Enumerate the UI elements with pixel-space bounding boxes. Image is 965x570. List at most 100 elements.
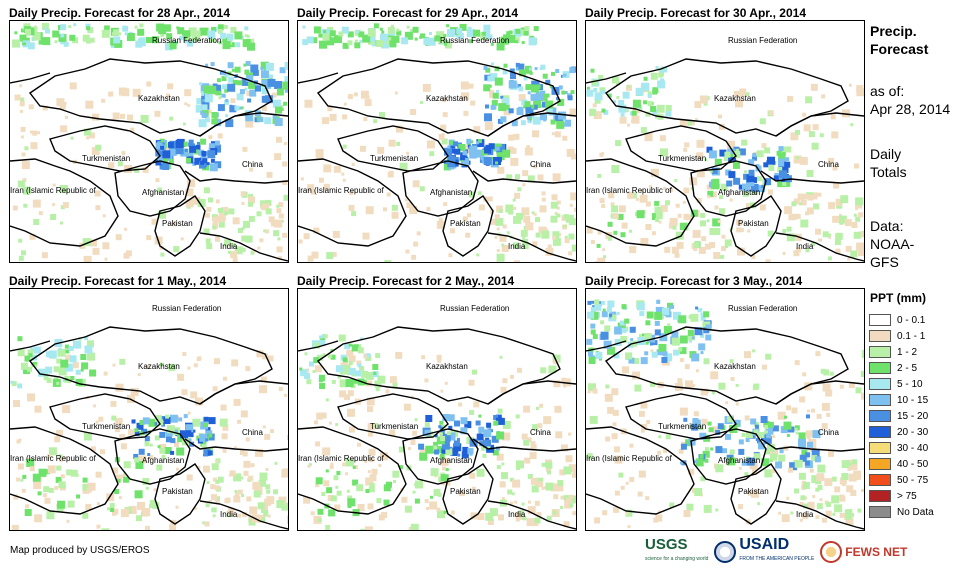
precip-cell (508, 134, 515, 141)
precip-cell (496, 431, 505, 440)
precip-cell (607, 93, 612, 98)
precip-cell (45, 469, 50, 475)
precip-cell (234, 105, 240, 111)
precip-cell (477, 513, 485, 520)
precip-cell (560, 74, 564, 78)
precip-cell (841, 473, 849, 480)
precip-cell (800, 219, 809, 228)
precip-cell (228, 208, 235, 215)
precip-cell (184, 148, 188, 152)
precip-cell (619, 116, 627, 124)
precip-cell (416, 231, 421, 236)
precip-cell (718, 123, 725, 130)
country-label-pakistan: Pakistan (162, 487, 193, 496)
precip-cell (401, 37, 409, 45)
precip-cell (211, 27, 216, 32)
legend-swatch (869, 490, 891, 502)
precip-cell (33, 481, 42, 489)
precip-cell (348, 367, 356, 375)
precip-cell (73, 23, 77, 27)
precip-cell (709, 169, 713, 173)
precip-cell (568, 432, 572, 436)
precip-cell (306, 379, 312, 385)
precip-cell (69, 34, 76, 41)
precip-cell (361, 370, 369, 378)
precip-cell (227, 243, 231, 247)
precip-cell (172, 522, 176, 526)
precip-cell (785, 146, 792, 153)
precip-cell (781, 514, 790, 523)
precip-cell (159, 431, 166, 438)
precip-cell (613, 506, 619, 513)
precip-cell (522, 235, 526, 239)
precip-cell (307, 255, 314, 262)
precip-cell (593, 88, 598, 92)
precip-cell (545, 100, 554, 109)
precip-cell (658, 435, 662, 439)
precip-cell (321, 492, 326, 496)
precip-cell (144, 441, 150, 447)
precip-cell (745, 92, 750, 97)
precip-cell (389, 429, 396, 436)
precip-cell (709, 228, 717, 235)
precip-cell (434, 449, 440, 455)
precip-cell (106, 493, 115, 502)
precip-cell (599, 198, 605, 204)
precip-cell (160, 145, 165, 150)
precip-cell (240, 410, 248, 418)
precip-cell (545, 79, 551, 85)
precip-cell (317, 518, 322, 523)
precip-cell (440, 474, 449, 483)
precip-cell (684, 364, 690, 370)
country-border (442, 463, 494, 525)
precip-cell (138, 455, 147, 464)
precip-cell (224, 73, 229, 78)
country-label-china: China (530, 160, 551, 169)
as-of-date: as of: Apr 28, 2014 (870, 82, 950, 118)
precip-cell (347, 498, 356, 507)
precip-cell (224, 498, 230, 504)
precip-cell (164, 447, 172, 454)
precip-cell (487, 196, 493, 202)
precip-cell (564, 91, 568, 94)
precip-cell (260, 66, 264, 70)
precip-cell (188, 152, 194, 158)
precip-cell (146, 235, 152, 241)
precip-cell (144, 436, 150, 442)
precip-cell (598, 75, 604, 80)
precip-cell (510, 374, 514, 379)
precip-cell (839, 384, 844, 389)
precip-cell (345, 379, 354, 387)
precip-cell (520, 229, 528, 237)
precip-cell (538, 226, 546, 234)
precip-cell (32, 26, 38, 32)
precip-cell (258, 479, 266, 487)
precip-cell (33, 219, 40, 225)
precip-cell (18, 255, 24, 261)
precip-cell (788, 467, 793, 473)
precip-cell (777, 411, 786, 420)
precip-cell (384, 260, 392, 262)
precip-cell (349, 426, 355, 433)
precip-cell (360, 145, 366, 152)
precip-cell (851, 222, 858, 228)
precip-cell (368, 448, 376, 456)
precip-cell (691, 336, 695, 340)
country-border (586, 426, 695, 515)
precip-cell (698, 425, 704, 431)
precip-cell (522, 183, 526, 187)
map-svg: Russian FederationKazakhstanTurkmenistan… (298, 304, 576, 530)
precip-cell (848, 83, 852, 87)
precip-cell (607, 346, 615, 355)
precip-cell (682, 200, 686, 204)
precip-cell (193, 363, 198, 368)
precip-cell (245, 437, 250, 442)
precip-cell (586, 227, 593, 234)
precip-cell (476, 141, 480, 145)
legend-swatch (869, 410, 891, 422)
precip-cell (693, 411, 699, 417)
precip-cell (529, 67, 532, 71)
precip-cell (757, 502, 761, 506)
precip-cell (76, 494, 81, 499)
